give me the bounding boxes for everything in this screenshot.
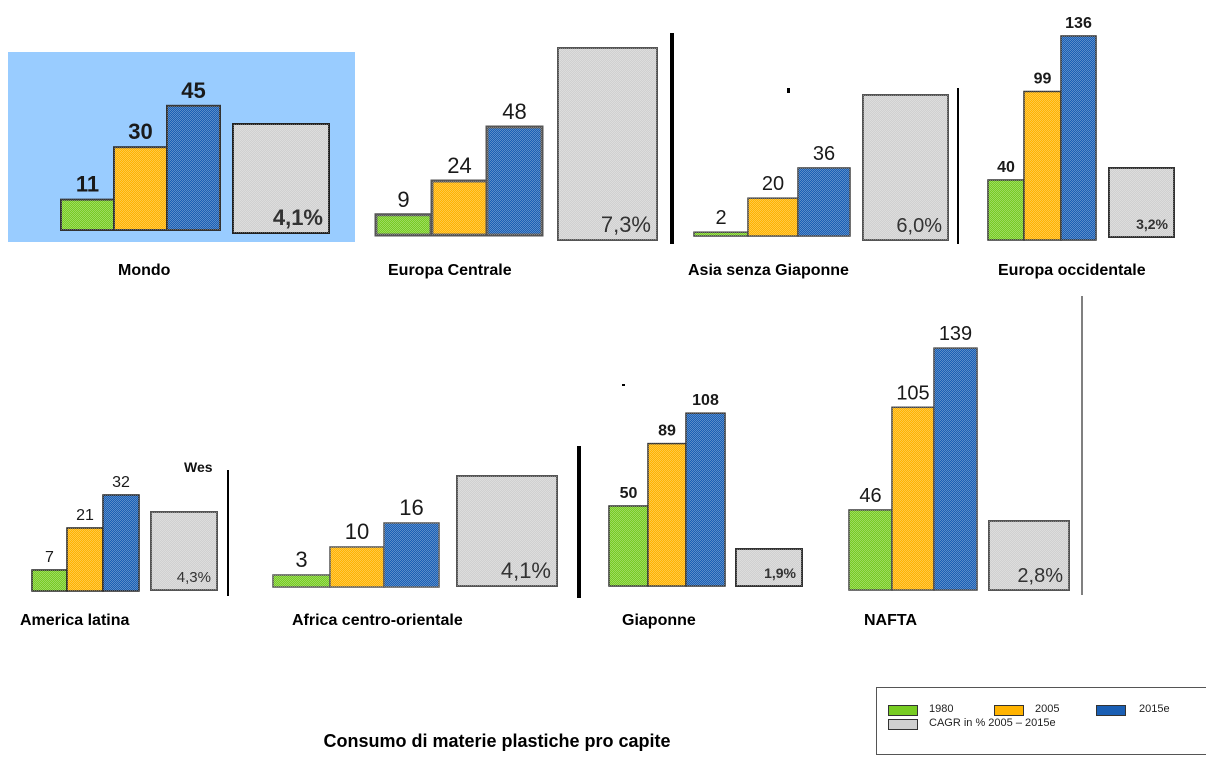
value-label-mondo-1: 30 (128, 119, 152, 144)
legend-swatch-2005 (994, 705, 1024, 716)
value-label-america-latina-2: 32 (112, 474, 130, 491)
legend: 1980 2005 2015e CAGR in % 2005 – 2015e (876, 687, 1206, 755)
region-label-america-latina: America latina (20, 612, 130, 629)
region-label-mondo: Mondo (118, 262, 171, 279)
cagr-texture-mondo (233, 124, 329, 233)
value-label-europa-centrale-1: 24 (447, 153, 471, 178)
cropped-side-text: Wes (184, 459, 213, 475)
value-label-africa-centro-orientale-2: 16 (399, 495, 423, 520)
value-label-europa-centrale-0: 9 (397, 187, 409, 212)
legend-swatch-2015e (1096, 705, 1126, 716)
cagr-texture-africa-centro-orientale (457, 476, 557, 586)
bar-texture-giaponne-2 (686, 413, 725, 586)
bar-texture-mondo-0 (61, 199, 114, 230)
bar-texture-asia-senza-giaponne-2 (798, 167, 850, 236)
bar-texture-europa-centrale-1 (432, 181, 487, 235)
chart-title-text: Consumo di materie plastiche pro capite (323, 731, 671, 751)
value-label-africa-centro-orientale-1: 10 (345, 519, 369, 544)
value-label-asia-senza-giaponne-2: 36 (813, 143, 835, 165)
value-label-europa-occidentale-0: 40 (997, 159, 1015, 176)
bar-texture-asia-senza-giaponne-0 (694, 232, 748, 236)
bar-texture-africa-centro-orientale-0 (273, 575, 330, 587)
value-label-europa-centrale-2: 48 (502, 99, 526, 124)
region-label-asia-senza-giaponne: Asia senza Giaponne (688, 262, 849, 279)
cagr-label-europa-occidentale: 3,2% (1136, 216, 1168, 232)
value-label-giaponne-1: 89 (658, 423, 676, 440)
cagr-label-giaponne: 1,9% (764, 565, 796, 581)
legend-swatch-cagr (888, 719, 918, 730)
bar-texture-europa-occidentale-2 (1061, 36, 1096, 240)
chart-title: Consumo di materie plastiche pro capite (0, 731, 1206, 752)
value-label-africa-centro-orientale-0: 3 (295, 547, 307, 572)
region-label-giaponne: Giaponne (622, 612, 696, 629)
cagr-texture-europa-occidentale (1109, 168, 1174, 237)
legend-label-2005: 2005 (1035, 703, 1060, 715)
value-label-america-latina-0: 7 (45, 549, 54, 566)
value-label-america-latina-1: 21 (76, 507, 94, 524)
cagr-texture-giaponne (736, 549, 802, 586)
region-label-europa-occidentale: Europa occidentale (998, 262, 1146, 279)
bar-texture-asia-senza-giaponne-1 (748, 198, 798, 236)
value-label-giaponne-2: 108 (692, 392, 719, 409)
value-label-nafta-0: 46 (859, 485, 881, 507)
bar-texture-europa-centrale-0 (376, 214, 431, 235)
value-label-asia-senza-giaponne-0: 2 (715, 207, 726, 229)
value-label-mondo-2: 45 (181, 78, 205, 103)
cagr-label-asia-senza-giaponne: 6,0% (896, 215, 942, 237)
cagr-label-europa-centrale: 7,3% (601, 212, 651, 237)
bar-texture-africa-centro-orientale-2 (384, 523, 439, 587)
value-label-giaponne-0: 50 (620, 485, 638, 502)
legend-label-cagr: CAGR in % 2005 – 2015e (929, 717, 1056, 729)
bar-texture-europa-centrale-2 (487, 127, 542, 235)
value-label-europa-occidentale-2: 136 (1065, 15, 1092, 32)
value-label-mondo-0: 11 (76, 172, 99, 197)
bar-texture-america-latina-0 (32, 570, 67, 591)
bar-texture-europa-occidentale-1 (1024, 91, 1061, 240)
stray-mark-1 (787, 88, 790, 93)
value-label-nafta-2: 139 (939, 323, 972, 345)
cagr-texture-nafta (989, 521, 1069, 590)
value-label-nafta-1: 105 (896, 382, 929, 404)
bar-texture-nafta-2 (934, 348, 977, 590)
region-label-nafta: NAFTA (864, 612, 918, 629)
legend-swatch-1980 (888, 705, 918, 716)
bar-texture-nafta-0 (849, 509, 892, 590)
bar-texture-mondo-2 (167, 105, 220, 230)
cagr-texture-america-latina (151, 512, 217, 590)
cagr-label-africa-centro-orientale: 4,1% (501, 558, 551, 583)
cagr-texture-europa-centrale (558, 48, 657, 240)
bar-texture-america-latina-1 (67, 528, 103, 591)
bar-texture-america-latina-2 (103, 495, 139, 591)
region-label-europa-centrale: Europa Centrale (388, 262, 512, 279)
bar-texture-giaponne-1 (648, 443, 686, 586)
stray-mark-2 (622, 384, 625, 386)
cagr-label-mondo: 4,1% (273, 205, 323, 230)
bar-texture-giaponne-0 (609, 506, 648, 586)
legend-label-2015e: 2015e (1139, 703, 1170, 715)
bar-texture-africa-centro-orientale-1 (330, 547, 384, 587)
legend-label-1980: 1980 (929, 703, 954, 715)
cagr-label-nafta: 2,8% (1017, 565, 1063, 587)
bar-texture-nafta-1 (892, 407, 934, 590)
value-label-europa-occidentale-1: 99 (1034, 71, 1052, 88)
cagr-texture-asia-senza-giaponne (863, 95, 948, 240)
region-label-africa-centro-orientale: Africa centro-orientale (292, 612, 463, 629)
cagr-label-america-latina: 4,3% (177, 569, 211, 586)
value-label-asia-senza-giaponne-1: 20 (762, 173, 784, 195)
bar-texture-mondo-1 (114, 147, 167, 230)
bar-texture-europa-occidentale-0 (988, 180, 1024, 240)
